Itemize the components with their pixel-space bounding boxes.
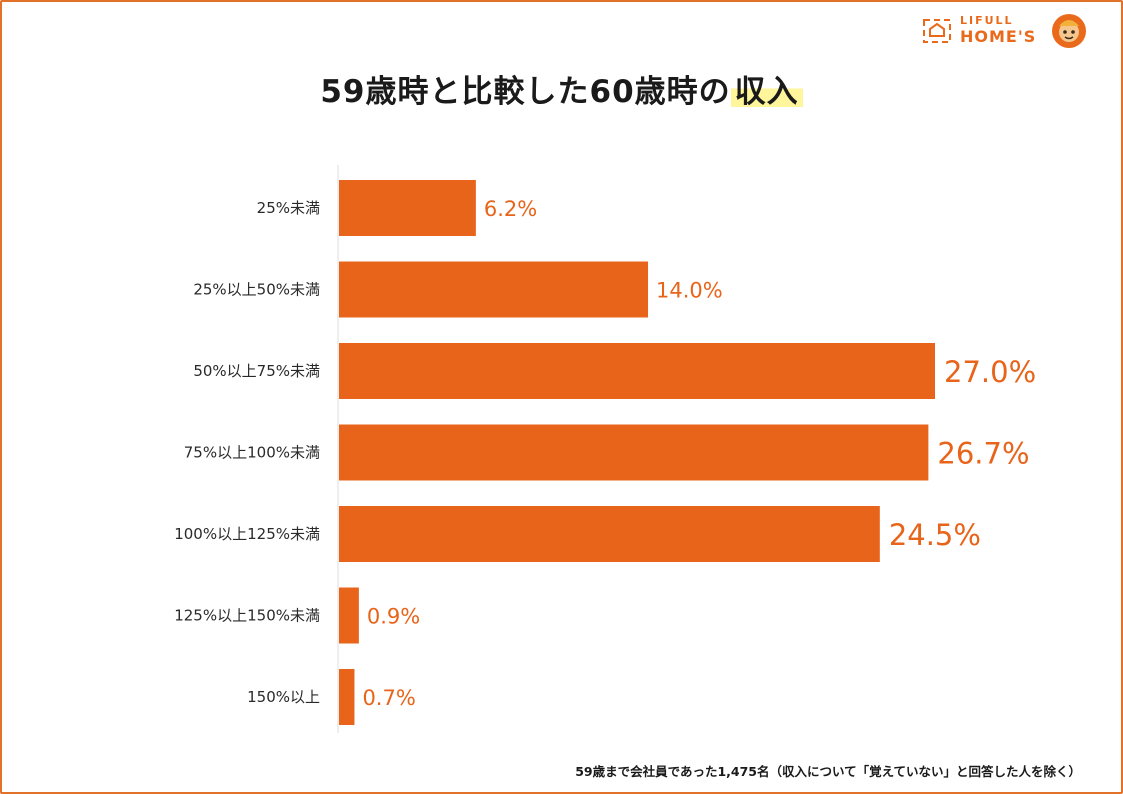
house-icon bbox=[923, 19, 951, 43]
bar bbox=[339, 261, 649, 318]
value-label: 0.9% bbox=[367, 605, 420, 629]
chart-title-main: 59歳時と比較した60歳時の bbox=[320, 74, 731, 110]
bar bbox=[339, 506, 880, 562]
value-label: 24.5% bbox=[889, 518, 981, 552]
bar bbox=[339, 587, 359, 644]
category-label: 25%未満 bbox=[257, 199, 320, 217]
bar bbox=[339, 180, 476, 236]
bars-group: 25%未満 6.2% 25%以上50%未満 14.0% 50%以上75%未満 27.0% 7… bbox=[174, 180, 1036, 725]
value-label: 27.0% bbox=[944, 355, 1036, 389]
bar bbox=[339, 424, 929, 481]
brand-name-bottom: HOME'S bbox=[960, 27, 1037, 46]
value-label: 14.0% bbox=[656, 279, 723, 303]
category-label: 50%以上75%未満 bbox=[193, 362, 320, 380]
category-label: 25%以上50%未満 bbox=[193, 281, 320, 299]
value-label: 26.7% bbox=[937, 437, 1029, 471]
brand-name-top: LIFULL bbox=[960, 14, 1014, 27]
category-label: 75%以上100%未満 bbox=[184, 444, 320, 462]
bar bbox=[339, 343, 935, 399]
category-label: 150%以上 bbox=[247, 688, 320, 706]
value-label: 0.7% bbox=[362, 686, 415, 710]
chart-title-highlight: 収入 bbox=[730, 74, 803, 110]
category-label: 125%以上150%未満 bbox=[174, 607, 320, 625]
footnote: 59歳まで会社員であった1,475名（収入について「覚えていない」と回答した人を… bbox=[575, 764, 1081, 779]
chart-title: 59歳時と比較した60歳時の 収入 bbox=[0, 66, 1123, 111]
bar bbox=[339, 669, 355, 725]
brand-logo: LIFULL HOME'S bbox=[922, 12, 1092, 52]
value-label: 6.2% bbox=[484, 197, 537, 221]
mascot-icon bbox=[1052, 14, 1086, 48]
category-label: 100%以上125%未満 bbox=[174, 525, 320, 543]
